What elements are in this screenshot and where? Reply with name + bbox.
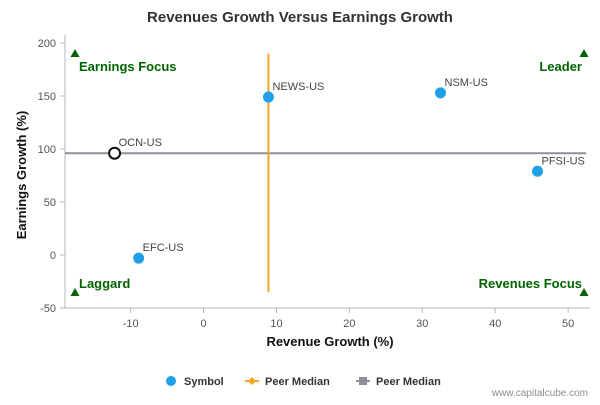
x-tick-label: 50 (562, 318, 574, 330)
quadrant-label-earnings-focus: Earnings Focus (79, 59, 177, 74)
x-axis-label: Revenue Growth (%) (266, 334, 393, 349)
quadrant-label-leader: Leader (539, 59, 582, 74)
legend-marker-peer-median-earnings (359, 377, 367, 385)
y-axis-ticks: -50 0 50 100 150 200 (38, 38, 65, 315)
legend-label-0: Symbol (184, 376, 224, 388)
bottom-left-triangle (70, 288, 80, 296)
y-tick-label: 150 (38, 91, 56, 103)
legend-label-1: Peer Median (265, 376, 330, 388)
top-left-triangle (70, 49, 80, 57)
x-tick-label: 0 (200, 318, 206, 330)
x-axis-ticks: -10 0 10 20 30 40 50 (123, 308, 574, 330)
x-tick-label: 30 (416, 318, 428, 330)
data-label-pfsi-us: PFSI-US (542, 155, 585, 167)
chart-title: Revenues Growth Versus Earnings Growth (147, 9, 453, 26)
data-point-news-us (262, 91, 274, 103)
plot-frame (64, 35, 590, 309)
bottom-right-triangle (579, 288, 589, 296)
legend: Symbol Peer Median Peer Median (166, 376, 441, 388)
watermark: www.capitalcube.com (491, 388, 588, 399)
y-tick-label: 50 (44, 197, 56, 209)
data-label-efc-us: EFC-US (143, 242, 184, 254)
y-axis-label: Earnings Growth (%) (14, 111, 29, 240)
quadrant-labels: Earnings Focus Leader Laggard Revenues Focu… (70, 49, 589, 296)
data-point-efc-us (133, 252, 145, 264)
x-tick-label: 40 (489, 318, 501, 330)
x-tick-label: 20 (343, 318, 355, 330)
legend-marker-symbol (166, 376, 176, 386)
y-tick-label: 0 (50, 250, 56, 262)
legend-marker-peer-median-revenue (248, 377, 256, 385)
data-point-nsm-us (435, 87, 447, 99)
legend-label-2: Peer Median (376, 376, 441, 388)
data-point-ocn-us (108, 146, 122, 160)
data-points: NEWS-US NSM-US PFSI-US EFC-US OCN-US (108, 77, 585, 264)
data-point-pfsi-us (532, 165, 543, 177)
quadrant-label-revenues-focus: Revenues Focus (479, 276, 582, 291)
data-label-nsm-us: NSM-US (445, 77, 488, 89)
x-tick-label: 10 (270, 318, 282, 330)
y-tick-label: 100 (38, 144, 56, 156)
data-label-ocn-us: OCN-US (119, 137, 162, 149)
top-right-triangle (579, 49, 589, 57)
x-tick-label: -10 (123, 318, 139, 330)
quadrant-label-laggard: Laggard (79, 276, 130, 291)
y-tick-label: 200 (38, 38, 56, 50)
data-label-news-us: NEWS-US (272, 81, 324, 93)
y-tick-label: -50 (40, 303, 56, 315)
